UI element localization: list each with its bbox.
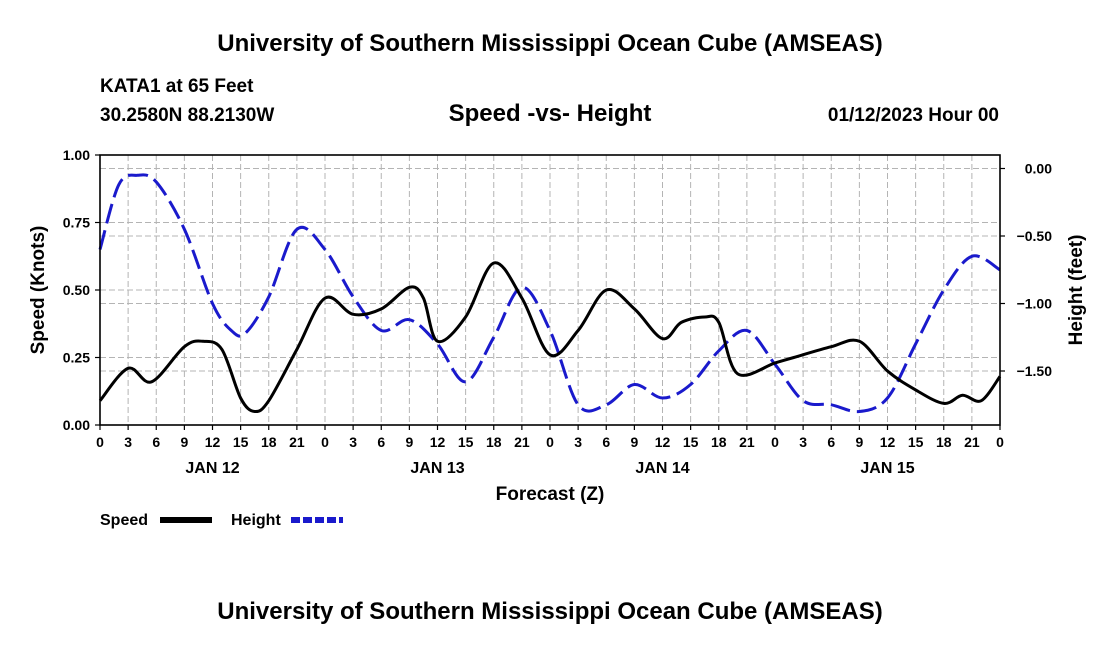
x-tick-label: 21 [739, 434, 755, 450]
grid [100, 155, 1000, 425]
x-tick-label: 12 [205, 434, 221, 450]
footer-title: University of Southern Mississippi Ocean… [217, 598, 883, 625]
x-tick-label: 15 [233, 434, 249, 450]
y-tick-label: 0.25 [63, 350, 90, 366]
y2-tick-label: 0.00 [1025, 161, 1052, 177]
x-tick-label: 9 [855, 434, 863, 450]
x-tick-label: 9 [405, 434, 413, 450]
x-tick-label: 9 [180, 434, 188, 450]
x-tick-label: 15 [458, 434, 474, 450]
station-label: KATA1 at 65 Feet [100, 76, 254, 97]
x-tick-label: 21 [289, 434, 305, 450]
y2-tick-label: −0.50 [1017, 228, 1053, 244]
x-tick-label: 0 [96, 434, 104, 450]
x-tick-label: 6 [827, 434, 835, 450]
x-axis-title: Forecast (Z) [496, 484, 605, 505]
day-label: JAN 13 [410, 460, 464, 477]
y2-axis-title: Height (feet) [1066, 235, 1087, 346]
y-tick-label: 0.75 [63, 215, 90, 231]
legend-height-label: Height [231, 512, 281, 529]
day-label: JAN 12 [185, 460, 239, 477]
coordinates-label: 30.2580N 88.2130W [100, 105, 275, 126]
x-tick-label: 6 [152, 434, 160, 450]
x-tick-label: 12 [655, 434, 671, 450]
y-tick-label: 0.50 [63, 282, 90, 298]
height-series-line [98, 173, 1001, 414]
x-tick-label: 0 [996, 434, 1004, 450]
day-label: JAN 15 [860, 460, 914, 477]
y-axis-title: Speed (Knots) [28, 226, 49, 355]
x-tick-label: 3 [124, 434, 132, 450]
y-tick-label: 0.00 [63, 417, 90, 433]
x-tick-label: 3 [574, 434, 582, 450]
x-tick-label: 15 [683, 434, 699, 450]
x-tick-label: 18 [936, 434, 952, 450]
speed-height-chart: 0 3 6 9 12 15 18 21 0 3 6 9 12 15 18 21 0 3 6 9 12 15 18 21 0 3 6 9… [28, 147, 1087, 529]
legend-speed-label: Speed [100, 512, 148, 529]
x-tick-label: 0 [546, 434, 554, 450]
x-tick-label: 6 [602, 434, 610, 450]
speed-series-line [98, 261, 1002, 414]
chart-title: Speed -vs- Height [448, 100, 652, 127]
y2-tick-label: −1.00 [1017, 296, 1053, 312]
y2-tick-label: −1.50 [1017, 363, 1053, 379]
x-tick-label: 21 [514, 434, 530, 450]
x-tick-label: 18 [261, 434, 277, 450]
x-tick-label: 21 [964, 434, 980, 450]
y-tick-label: 1.00 [63, 147, 90, 163]
x-tick-label: 3 [799, 434, 807, 450]
x-tick-label: 0 [321, 434, 329, 450]
x-tick-label: 18 [486, 434, 502, 450]
main-title: University of Southern Mississippi Ocean… [217, 30, 883, 57]
x-tick-label: 6 [377, 434, 385, 450]
forecast-datetime: 01/12/2023 Hour 00 [827, 105, 999, 126]
series-layer [98, 173, 1002, 414]
x-tick-label: 12 [880, 434, 896, 450]
x-tick-label: 18 [711, 434, 727, 450]
x-tick-label: 12 [430, 434, 446, 450]
x-tick-label: 15 [908, 434, 924, 450]
x-tick-label: 0 [771, 434, 779, 450]
legend: Speed Height [100, 512, 343, 529]
axes: 0 3 6 9 12 15 18 21 0 3 6 9 12 15 18 21 0 3 6 9 12 15 18 21 0 3 6 9… [63, 147, 1052, 477]
day-label: JAN 14 [635, 460, 689, 477]
x-tick-label: 9 [630, 434, 638, 450]
x-tick-label: 3 [349, 434, 357, 450]
